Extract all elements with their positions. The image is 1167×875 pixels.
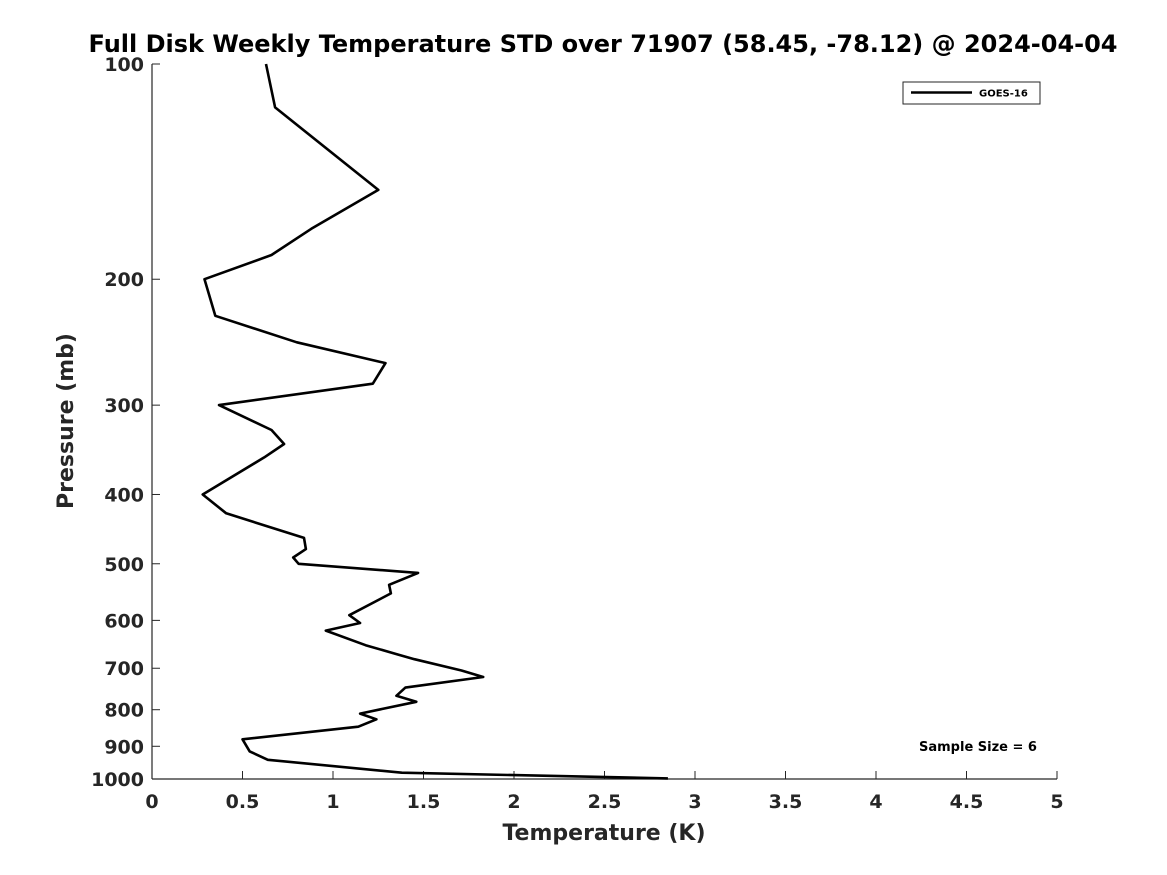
y-tick-label: 900 [104,736,144,758]
y-tick-label: 500 [104,554,144,576]
x-tick-label: 1.5 [407,791,441,813]
x-tick-label: 5 [1050,791,1063,813]
x-tick-label: 1 [326,791,339,813]
y-tick-label: 800 [104,700,144,722]
y-tick-label: 1000 [91,769,144,791]
chart-title: Full Disk Weekly Temperature STD over 71… [89,30,1118,58]
x-axis-label: Temperature (K) [502,821,705,846]
x-tick-label: 0 [145,791,158,813]
x-tick-label: 2 [507,791,520,813]
y-tick-label: 700 [104,658,144,680]
y-tick-label: 200 [104,269,144,291]
y-tick-label: 300 [104,395,144,417]
x-tick-label: 0.5 [226,791,260,813]
y-axis-label: Pressure (mb) [54,333,79,509]
x-axis-ticks: 0 0.5 1 1.5 2 2.5 3 3.5 4 4.5 5 [145,771,1064,813]
x-tick-label: 3.5 [769,791,803,813]
y-tick-label: 400 [104,484,144,506]
x-tick-label: 4.5 [950,791,984,813]
plot-area: 0 0.5 1 1.5 2 2.5 3 3.5 4 4.5 5 100 200 300 400 500 600… [91,54,1064,813]
legend-label: GOES-16 [979,89,1028,100]
x-tick-label: 2.5 [588,791,622,813]
sample-size-annotation: Sample Size = 6 [919,740,1037,755]
y-tick-label: 600 [104,610,144,632]
x-tick-label: 3 [688,791,701,813]
series-line-goes-16 [201,63,668,780]
y-tick-label: 100 [104,54,144,76]
legend: GOES-16 [902,81,1041,105]
x-tick-label: 4 [869,791,882,813]
y-axis-ticks: 100 200 300 400 500 600 700 800 900 1000 [91,54,160,791]
series-layer [201,63,668,780]
